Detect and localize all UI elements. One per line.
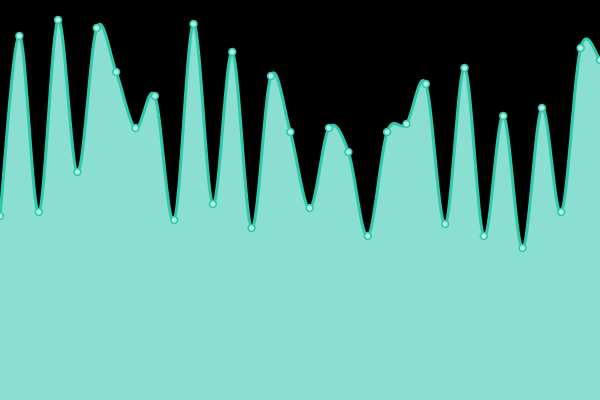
data-point-marker (247, 223, 256, 233)
data-point-marker (169, 215, 179, 225)
data-point-marker (266, 71, 276, 81)
data-point-marker (189, 19, 198, 29)
data-point-marker (537, 103, 547, 113)
data-point-marker (53, 15, 63, 25)
data-point-marker (402, 119, 411, 129)
data-point-marker (460, 63, 469, 73)
data-point-marker (382, 127, 392, 137)
data-point-marker (421, 79, 431, 89)
data-point-marker (344, 147, 353, 157)
data-point-markers (0, 15, 600, 253)
data-point-marker (208, 199, 218, 209)
data-point-marker (479, 231, 489, 241)
data-point-marker (363, 231, 372, 241)
data-point-marker (440, 219, 450, 229)
data-point-marker (0, 211, 5, 221)
data-point-marker (305, 203, 314, 213)
data-point-marker (228, 47, 237, 57)
data-point-marker (499, 111, 508, 121)
data-point-marker (557, 207, 566, 217)
data-point-marker (73, 167, 82, 177)
data-point-marker (131, 123, 140, 133)
data-point-marker (595, 55, 600, 65)
plot-area (0, 15, 600, 400)
data-point-marker (286, 127, 295, 137)
data-point-marker (150, 91, 160, 101)
data-point-marker (34, 207, 43, 217)
data-point-marker (518, 243, 527, 253)
data-point-marker (111, 67, 121, 77)
area-fill-series-1 (0, 19, 600, 400)
data-point-marker (576, 43, 585, 53)
data-point-marker (92, 23, 101, 33)
data-point-marker (15, 31, 24, 41)
data-point-marker (324, 123, 334, 133)
